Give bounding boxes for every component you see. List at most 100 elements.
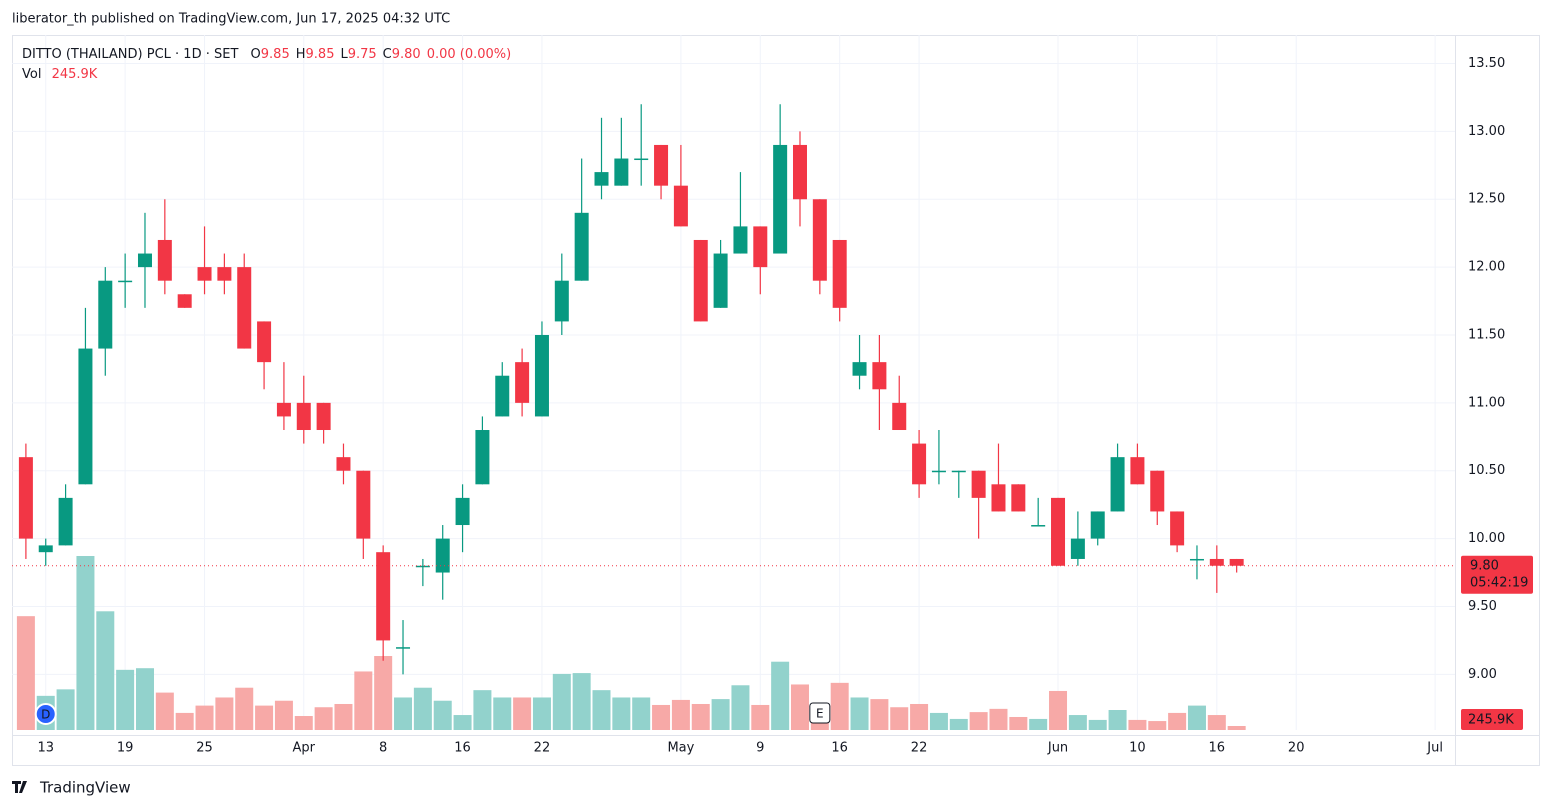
volume-bar	[116, 669, 135, 730]
candle-body	[475, 430, 490, 485]
legend-header: DITTO (THAILAND) PCL · 1D · SET O9.85 H9.…	[22, 47, 511, 62]
y-tick-label: 10.50	[1468, 463, 1505, 478]
volume-bar	[949, 718, 968, 730]
legend-field-value: 9.75	[348, 47, 377, 62]
volume-bar	[255, 705, 274, 730]
candle-body	[58, 497, 73, 546]
footer-logo: TradingView	[12, 779, 131, 797]
candle-body	[98, 280, 113, 349]
published-line: liberator_th published on TradingView.co…	[12, 12, 450, 27]
volume-bar	[235, 687, 254, 730]
x-tick-label: 16	[454, 741, 471, 756]
candle-body	[1170, 511, 1185, 546]
x-tick-label: 10	[1129, 741, 1146, 756]
candle-body	[594, 172, 609, 186]
candle-body	[733, 226, 748, 254]
candle-body	[1051, 497, 1066, 566]
volume-bar	[830, 682, 849, 730]
volume-bar	[453, 715, 472, 730]
candle-body	[1011, 484, 1026, 512]
candle-body	[376, 552, 391, 641]
x-tick-label: Jun	[1047, 741, 1068, 756]
y-tick-label: 12.00	[1468, 260, 1505, 275]
x-tick-label: 16	[1209, 741, 1226, 756]
candle-body	[951, 470, 966, 473]
volume-bar	[215, 697, 234, 730]
volume-badge-label: 245.9K	[1468, 713, 1514, 728]
volume-bar	[632, 697, 651, 730]
volume-bar	[274, 700, 293, 730]
y-tick-label: 11.50	[1468, 327, 1505, 342]
candle-body	[534, 334, 549, 417]
candle-body	[892, 402, 907, 431]
marker-badge	[34, 703, 57, 725]
volume-badge	[1461, 709, 1523, 730]
x-tick-label: Jul	[1426, 741, 1443, 756]
volume-bar	[1029, 718, 1048, 730]
candle-body	[38, 545, 53, 553]
volume-value: 245.9K	[52, 67, 98, 82]
candle-body	[554, 280, 569, 322]
volume-bar	[195, 705, 214, 730]
legend-field-label: C	[383, 47, 392, 62]
volume-bar	[334, 703, 353, 730]
volume-bar	[910, 703, 929, 730]
candle-body	[257, 321, 272, 363]
symbol: DITTO (THAILAND) PCL · 1D · SET	[22, 47, 238, 62]
legend-field-label: L	[340, 47, 348, 62]
legend-change: 0.00 (0.00%)	[427, 47, 512, 62]
candle-body	[1031, 525, 1046, 527]
volume-bar	[354, 671, 373, 730]
volume-bar	[751, 704, 770, 730]
last-price-badge	[1461, 555, 1533, 594]
axes: 9.00 9.50 10.00 10.50 11.00 11.50 12.00 12.50 13…	[12, 56, 1533, 756]
volume-pane	[16, 556, 1246, 730]
volume-bar	[513, 697, 532, 730]
volume-bar	[473, 690, 492, 730]
volume-bar	[135, 668, 154, 730]
candle-body	[1189, 558, 1204, 561]
candle-body	[1209, 558, 1224, 566]
candle-body	[673, 185, 688, 227]
candle-body	[812, 199, 827, 281]
candle-body	[415, 565, 430, 568]
volume-bar	[870, 699, 889, 730]
logo	[12, 781, 27, 793]
candle-body	[912, 443, 927, 485]
volume-bar	[56, 689, 75, 730]
volume-bar	[314, 707, 333, 730]
x-tick-label: 20	[1288, 741, 1305, 756]
candle-body	[773, 144, 788, 254]
grid	[12, 35, 1455, 730]
x-tick-label: 22	[911, 741, 928, 756]
volume-bar	[691, 703, 710, 730]
volume-bar	[552, 673, 571, 730]
candle-body	[455, 497, 470, 526]
candle-body	[971, 470, 986, 498]
volume-bar	[493, 697, 512, 730]
volume-bar	[969, 712, 988, 730]
y-tick-label: 13.00	[1468, 124, 1505, 139]
x-tick-label: May	[667, 741, 694, 756]
y-tick-label: 13.50	[1468, 56, 1505, 71]
y-tick-label: 9.50	[1468, 599, 1497, 614]
volume-bar	[1108, 709, 1127, 730]
marker-label: D	[41, 708, 50, 722]
candle-body	[792, 144, 807, 200]
candle-body	[217, 267, 232, 281]
countdown: 05:42:19	[1470, 575, 1528, 590]
x-tick-label: Apr	[293, 741, 316, 756]
candle-body	[435, 538, 450, 573]
volume-bar	[155, 692, 174, 730]
marker-label: E	[816, 707, 824, 721]
candle-body	[316, 402, 331, 431]
candle-body	[396, 647, 411, 649]
y-tick-label: 11.00	[1468, 395, 1505, 410]
x-tick-label: 16	[831, 741, 848, 756]
candle-body	[495, 375, 510, 417]
volume-bar	[731, 685, 750, 730]
x-tick-label: 25	[196, 741, 213, 756]
volume-bar	[532, 697, 551, 730]
